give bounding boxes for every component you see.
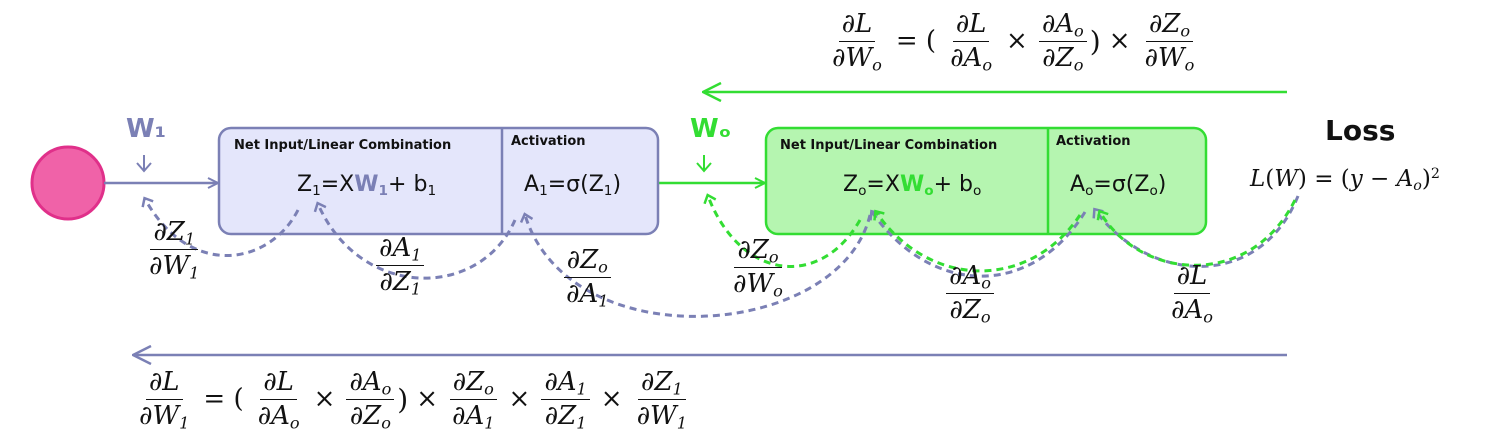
w1-label: W₁ <box>126 114 167 144</box>
output-activation-equation: Ao=σ(Zo) <box>1070 172 1167 199</box>
top-chain-rule-formula: ∂L ∂Wo = ( ∂L ∂Ao × ∂Ao ∂Zo ) × ∂Zo ∂Wo <box>832 9 1195 75</box>
wo-label: Wₒ <box>690 114 732 144</box>
arc-blue-z1-to-w1 <box>141 196 300 257</box>
arc-green-ao-to-zo <box>873 209 1082 273</box>
arc-green-zo-to-wo <box>703 193 862 268</box>
hidden-linear-title: Net Input/Linear Combination <box>234 138 452 153</box>
w1-down-arrow <box>136 155 152 173</box>
hidden-activation-equation: A1=σ(Z1) <box>524 172 622 199</box>
input-node <box>30 145 106 221</box>
partial-da1-dz1: ∂A1 ∂Z1 <box>373 234 427 297</box>
partial-dzo-dwo: ∂Zo ∂Wo <box>733 235 783 301</box>
partial-dzo-da1: ∂Zo ∂A1 <box>560 246 614 309</box>
hidden-layer-box <box>217 126 660 236</box>
output-activation-title: Activation <box>1056 134 1131 149</box>
loss-title: Loss <box>1325 114 1396 147</box>
loss-formula: L(W) = (y − Ao)2 <box>1250 166 1440 194</box>
output-linear-equation: Zo=XWo+ bo <box>843 172 982 199</box>
partial-dl-dao: ∂L ∂Ao <box>1171 261 1213 327</box>
output-linear-title: Net Input/Linear Combination <box>780 138 998 153</box>
hidden-linear-equation: Z1=XW1+ b1 <box>297 172 437 199</box>
partial-dz1-dw1: ∂Z1 ∂W1 <box>149 217 200 283</box>
arc-green-loss-to-ao <box>1096 199 1297 267</box>
arc-blue-ao-to-zo <box>869 209 1087 278</box>
output-layer-box <box>764 126 1208 236</box>
arc-blue-zo-to-a1 <box>519 212 872 318</box>
bottom-chain-rule-formula: ∂L ∂W1 = ( ∂L ∂Ao × ∂Ao ∂Zo ) × ∂Zo ∂A1 × ∂A… <box>139 367 688 433</box>
wo-down-arrow <box>696 155 712 173</box>
partial-dao-dzo: ∂Ao ∂Zo <box>943 262 997 325</box>
hidden-activation-title: Activation <box>511 134 586 149</box>
